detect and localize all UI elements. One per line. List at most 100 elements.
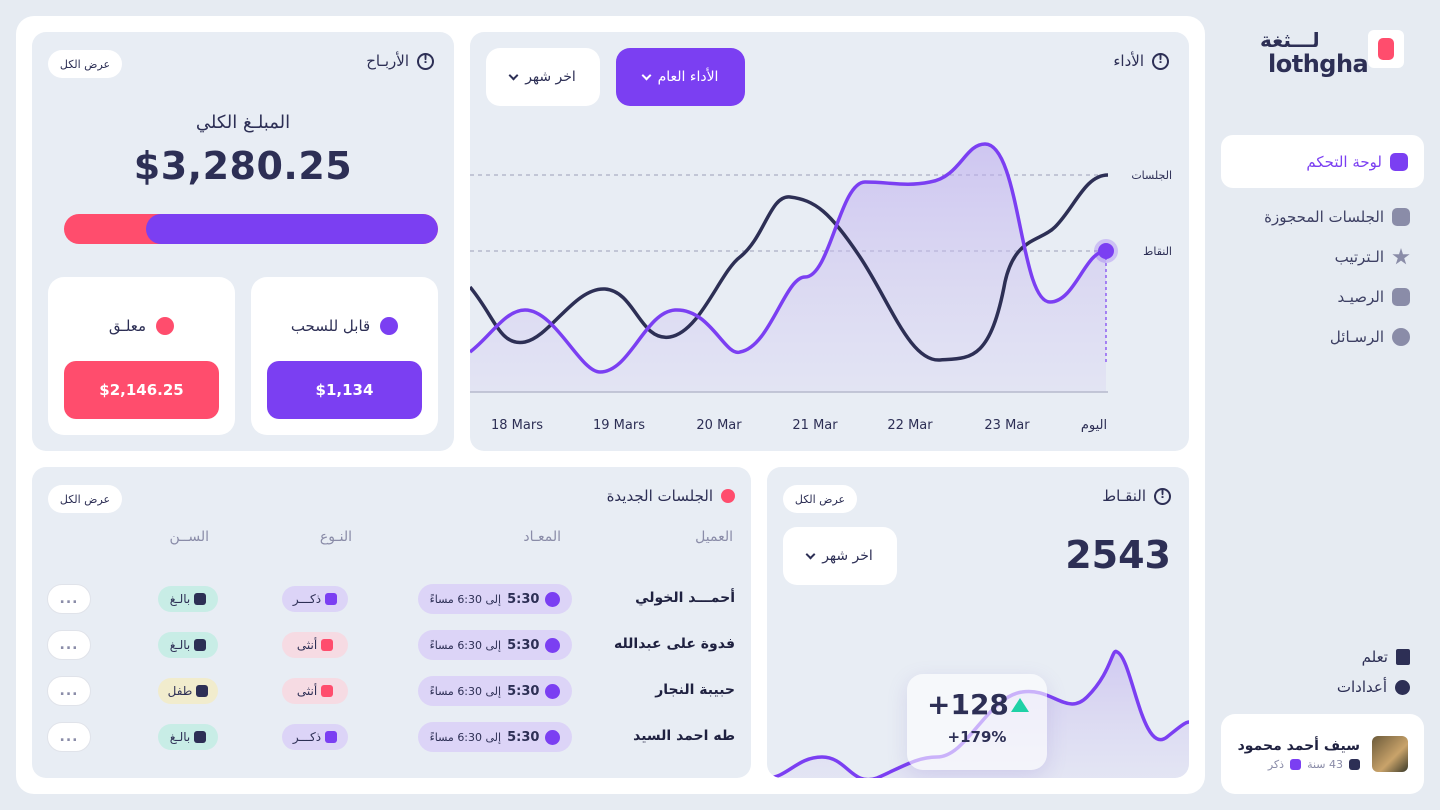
client-name: أحمـــد الخولي bbox=[635, 590, 735, 606]
age-label: بالـغ bbox=[169, 730, 191, 744]
header-type: النـوع bbox=[319, 529, 352, 545]
client-name: حبيبة النجار bbox=[655, 682, 735, 698]
table-row[interactable]: أحمـــد الخولي 5:30 إلى 6:30 مساءً ذكـــر با… bbox=[32, 578, 751, 624]
person-icon bbox=[1349, 759, 1360, 770]
user-age: 43 سنة bbox=[1307, 758, 1343, 771]
new-sessions-card: الجلسات الجديدة عرض الكل العميل المعـاد … bbox=[32, 467, 751, 778]
profits-progress-bar bbox=[64, 214, 438, 244]
more-options-button[interactable]: ... bbox=[47, 630, 91, 660]
profits-view-all-button[interactable]: عرض الكل bbox=[48, 50, 122, 78]
trend-up-icon bbox=[1011, 698, 1029, 712]
bookmark-icon bbox=[196, 685, 209, 697]
points-delta-card: +128 +179% bbox=[907, 674, 1047, 770]
logo[interactable]: لـــثغة lothgha bbox=[1260, 28, 1410, 78]
main-content: الأربـاح عرض الكل المبلـغ الكلي $3,280.2… bbox=[16, 16, 1205, 794]
gender-badge: أنثى bbox=[282, 678, 348, 704]
performance-period-value: اخر شهر bbox=[525, 69, 576, 85]
table-row[interactable]: طه احمد السيد 5:30 إلى 6:30 مساءً ذكـــر بال… bbox=[32, 716, 751, 762]
points-marker[interactable] bbox=[1098, 243, 1114, 259]
session-time: 5:30 إلى 6:30 مساءً bbox=[418, 630, 572, 660]
age-label: بالـغ bbox=[169, 592, 191, 606]
points-title-text: النقـاط bbox=[1102, 487, 1146, 505]
clock-icon bbox=[545, 637, 561, 653]
profits-title: الأربـاح bbox=[366, 52, 434, 70]
user-profile[interactable]: سيف أحمد محمود 43 سنة ذكر bbox=[1221, 714, 1424, 794]
learn-link[interactable]: تعلم bbox=[1362, 645, 1410, 669]
male-icon bbox=[325, 593, 338, 605]
session-time-end: إلى 6:30 مساءً bbox=[429, 684, 502, 698]
total-label: المبلـغ الكلي bbox=[195, 112, 291, 133]
session-time-start: 5:30 bbox=[507, 729, 540, 745]
session-time-start: 5:30 bbox=[507, 683, 540, 699]
sidebar-item-booked-sessions[interactable]: الجلسات المحجوزة bbox=[1264, 202, 1410, 232]
session-time-start: 5:30 bbox=[507, 591, 540, 607]
female-icon bbox=[321, 685, 334, 697]
settings-label: أعدادات bbox=[1336, 678, 1387, 696]
header-client: العميل bbox=[695, 529, 733, 545]
profits-card: الأربـاح عرض الكل المبلـغ الكلي $3,280.2… bbox=[32, 32, 454, 451]
bolt-icon bbox=[194, 593, 207, 605]
x-axis-label: 21 Mar bbox=[792, 418, 838, 433]
total-amount: $3,280.25 bbox=[133, 144, 353, 188]
gender-label: ذكـــر bbox=[292, 592, 322, 606]
session-time: 5:30 إلى 6:30 مساءً bbox=[418, 584, 572, 614]
info-icon bbox=[1154, 487, 1171, 505]
sidebar-item-label: لوحة التحكم bbox=[1306, 152, 1382, 171]
user-name: سيف أحمد محمود bbox=[1237, 738, 1360, 754]
age-badge: بالـغ bbox=[158, 724, 218, 750]
header-age: الســن bbox=[169, 529, 209, 545]
age-badge: طفل bbox=[158, 678, 218, 704]
more-options-button[interactable]: ... bbox=[47, 584, 91, 614]
performance-type-dropdown[interactable]: الأداء العام bbox=[616, 48, 745, 106]
points-view-all-button[interactable]: عرض الكل bbox=[783, 485, 857, 513]
sidebar-item-label: الرسـائل bbox=[1329, 328, 1384, 346]
series-label-sessions: الجلسات bbox=[1131, 169, 1172, 182]
withdrawable-title: قابل للسحب bbox=[251, 317, 438, 335]
chevron-down-icon bbox=[508, 70, 519, 80]
sidebar-item-balance[interactable]: الرصيـد bbox=[1337, 282, 1410, 312]
points-area bbox=[470, 144, 1106, 392]
sidebar-item-ranking[interactable]: الـترتيب bbox=[1335, 242, 1410, 272]
session-time: 5:30 إلى 6:30 مساءً bbox=[418, 676, 572, 706]
sessions-view-all-button[interactable]: عرض الكل bbox=[48, 485, 122, 513]
table-row[interactable]: فدوة على عبدالله 5:30 إلى 6:30 مساءً أنثى با… bbox=[32, 624, 751, 670]
gender-badge: ذكـــر bbox=[282, 724, 348, 750]
x-axis-label: 19 Mars bbox=[593, 418, 645, 433]
avatar bbox=[1372, 736, 1408, 772]
withdrawable-card: قابل للسحب $1,134 bbox=[251, 277, 438, 435]
message-icon bbox=[1392, 328, 1410, 346]
points-line bbox=[470, 142, 1107, 374]
logo-arabic: لـــثغة bbox=[1260, 28, 1320, 52]
header-time: المعـاد bbox=[523, 529, 561, 545]
bolt-icon bbox=[194, 639, 207, 651]
points-area bbox=[767, 651, 1189, 778]
wallet-icon bbox=[1392, 288, 1410, 306]
learn-label: تعلم bbox=[1361, 648, 1388, 666]
gender-badge: ذكـــر bbox=[282, 586, 348, 612]
points-delta: +128 bbox=[927, 688, 1009, 721]
gender-badge: أنثى bbox=[282, 632, 348, 658]
performance-title-text: الأداء bbox=[1113, 52, 1144, 70]
performance-period-dropdown[interactable]: اخر شهر bbox=[486, 48, 600, 106]
more-options-button[interactable]: ... bbox=[47, 676, 91, 706]
pending-amount-button[interactable]: $2,146.25 bbox=[64, 361, 219, 419]
age-badge: بالـغ bbox=[158, 632, 218, 658]
info-icon bbox=[417, 52, 434, 70]
session-time-end: إلى 6:30 مساءً bbox=[429, 638, 502, 652]
pending-label: معلـق bbox=[108, 317, 147, 335]
sidebar-item-dashboard[interactable]: لوحة التحكم bbox=[1221, 135, 1424, 188]
points-period-dropdown[interactable]: اخر شهر bbox=[783, 527, 897, 585]
profits-progress-fill bbox=[146, 214, 438, 244]
x-axis-label: 18 Mars bbox=[491, 418, 543, 433]
points-period-value: اخر شهر bbox=[822, 548, 873, 564]
more-options-button[interactable]: ... bbox=[47, 722, 91, 752]
sidebar-item-messages[interactable]: الرسـائل bbox=[1330, 322, 1410, 352]
clock-icon bbox=[545, 591, 561, 607]
settings-link[interactable]: أعدادات bbox=[1337, 675, 1410, 699]
withdrawable-amount-button[interactable]: $1,134 bbox=[267, 361, 422, 419]
live-dot-icon bbox=[721, 489, 735, 503]
chart-bar-icon bbox=[1390, 152, 1408, 171]
table-row[interactable]: حبيبة النجار 5:30 إلى 6:30 مساءً أنثى طفل... bbox=[32, 670, 751, 716]
client-name: فدوة على عبدالله bbox=[613, 636, 735, 652]
user-gender: ذكر bbox=[1267, 758, 1285, 771]
